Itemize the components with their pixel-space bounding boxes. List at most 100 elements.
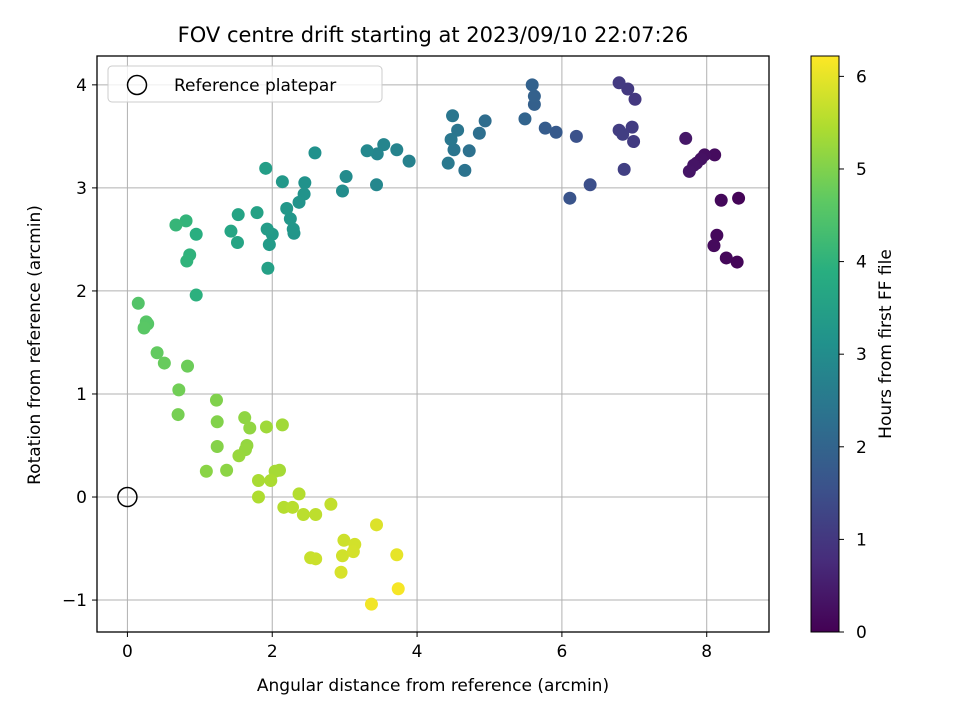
- data-point: [364, 597, 378, 611]
- data-point: [230, 236, 244, 250]
- data-point: [447, 143, 461, 157]
- reference-point: [117, 486, 138, 508]
- data-point: [150, 346, 164, 360]
- y-tick-label: 3: [76, 179, 87, 199]
- data-point: [518, 112, 532, 126]
- data-point: [627, 135, 641, 149]
- data-point: [292, 195, 306, 209]
- data-point: [259, 161, 273, 175]
- data-point: [298, 176, 312, 190]
- legend: Reference platepar: [107, 65, 383, 103]
- data-point: [169, 218, 183, 232]
- data-point: [324, 497, 338, 511]
- data-point: [292, 487, 306, 501]
- data-point: [538, 121, 552, 135]
- data-point: [451, 123, 465, 137]
- data-point: [339, 170, 353, 184]
- data-point: [251, 474, 265, 488]
- data-point: [617, 162, 631, 176]
- data-point: [525, 78, 539, 92]
- data-point: [172, 383, 186, 397]
- data-point: [391, 582, 405, 596]
- data-point: [335, 549, 349, 563]
- x-tick-label: 2: [267, 642, 278, 662]
- y-tick-label: 0: [76, 488, 87, 508]
- data-point: [337, 533, 351, 547]
- data-point: [309, 552, 323, 566]
- data-point: [334, 565, 348, 579]
- data-point: [527, 89, 541, 103]
- data-point: [563, 191, 577, 205]
- plot-frame: [96, 55, 770, 633]
- data-point: [446, 109, 460, 123]
- colorbar-tick-label: 0: [856, 623, 867, 643]
- data-point: [210, 415, 224, 429]
- y-axis: −1 0 1 2 3 4: [62, 76, 97, 611]
- data-point: [137, 321, 151, 335]
- y-tick-label: −1: [62, 591, 87, 611]
- data-point: [220, 463, 234, 477]
- data-point: [719, 251, 733, 265]
- data-point: [569, 129, 583, 143]
- data-point: [472, 126, 486, 140]
- data-point: [199, 464, 213, 478]
- data-point: [462, 144, 476, 158]
- colorbar-tick-label: 2: [856, 438, 867, 458]
- colorbar: 0 1 2 3 4 5 6 Hours from first FF file: [810, 55, 896, 643]
- data-point: [360, 144, 374, 158]
- data-point: [708, 148, 722, 162]
- data-point: [259, 420, 273, 434]
- data-point: [625, 120, 639, 134]
- data-point: [308, 146, 322, 160]
- data-point: [286, 500, 300, 514]
- legend-box: [107, 65, 383, 103]
- data-point: [707, 239, 721, 253]
- data-point: [232, 449, 246, 463]
- data-point: [260, 222, 274, 236]
- data-point: [189, 227, 203, 241]
- data-point: [710, 228, 724, 242]
- data-point: [264, 474, 278, 488]
- data-point: [157, 356, 171, 370]
- data-point: [181, 359, 195, 373]
- data-point: [250, 206, 264, 220]
- data-point: [402, 154, 416, 168]
- colorbar-tick-label: 6: [856, 67, 867, 87]
- legend-marker: [126, 74, 148, 96]
- data-point: [612, 76, 626, 90]
- x-tick-label: 6: [556, 642, 567, 662]
- data-point: [262, 238, 276, 252]
- data-point: [335, 184, 349, 198]
- data-point: [210, 440, 224, 454]
- x-axis: 0 2 4 6 8: [122, 632, 712, 662]
- colorbar-tick-label: 4: [856, 253, 867, 273]
- data-point: [628, 92, 642, 106]
- data-point: [732, 191, 746, 205]
- y-tick-label: 1: [76, 385, 87, 405]
- colorbar-ticks: 0 1 2 3 4 5 6: [839, 67, 867, 643]
- data-point: [458, 163, 472, 177]
- data-point: [390, 143, 404, 157]
- data-point: [730, 255, 744, 269]
- data-point: [370, 178, 384, 192]
- data-point: [238, 411, 252, 425]
- data-point: [390, 548, 404, 562]
- y-tick-label: 4: [76, 76, 87, 96]
- data-point: [679, 131, 693, 145]
- x-tick-label: 0: [122, 642, 133, 662]
- x-tick-label: 8: [701, 642, 712, 662]
- data-point: [370, 147, 384, 161]
- data-point: [444, 132, 458, 146]
- data-point: [231, 208, 245, 222]
- data-point: [243, 421, 257, 435]
- data-point: [714, 193, 728, 207]
- colorbar-tick-label: 1: [856, 530, 867, 550]
- data-points: [131, 76, 746, 611]
- data-point: [251, 490, 265, 504]
- colorbar-tick-label: 3: [856, 345, 867, 365]
- data-point: [179, 214, 193, 228]
- data-point: [309, 508, 323, 522]
- data-point: [296, 508, 310, 522]
- colorbar-tick-label: 5: [856, 160, 867, 180]
- data-point: [275, 418, 289, 432]
